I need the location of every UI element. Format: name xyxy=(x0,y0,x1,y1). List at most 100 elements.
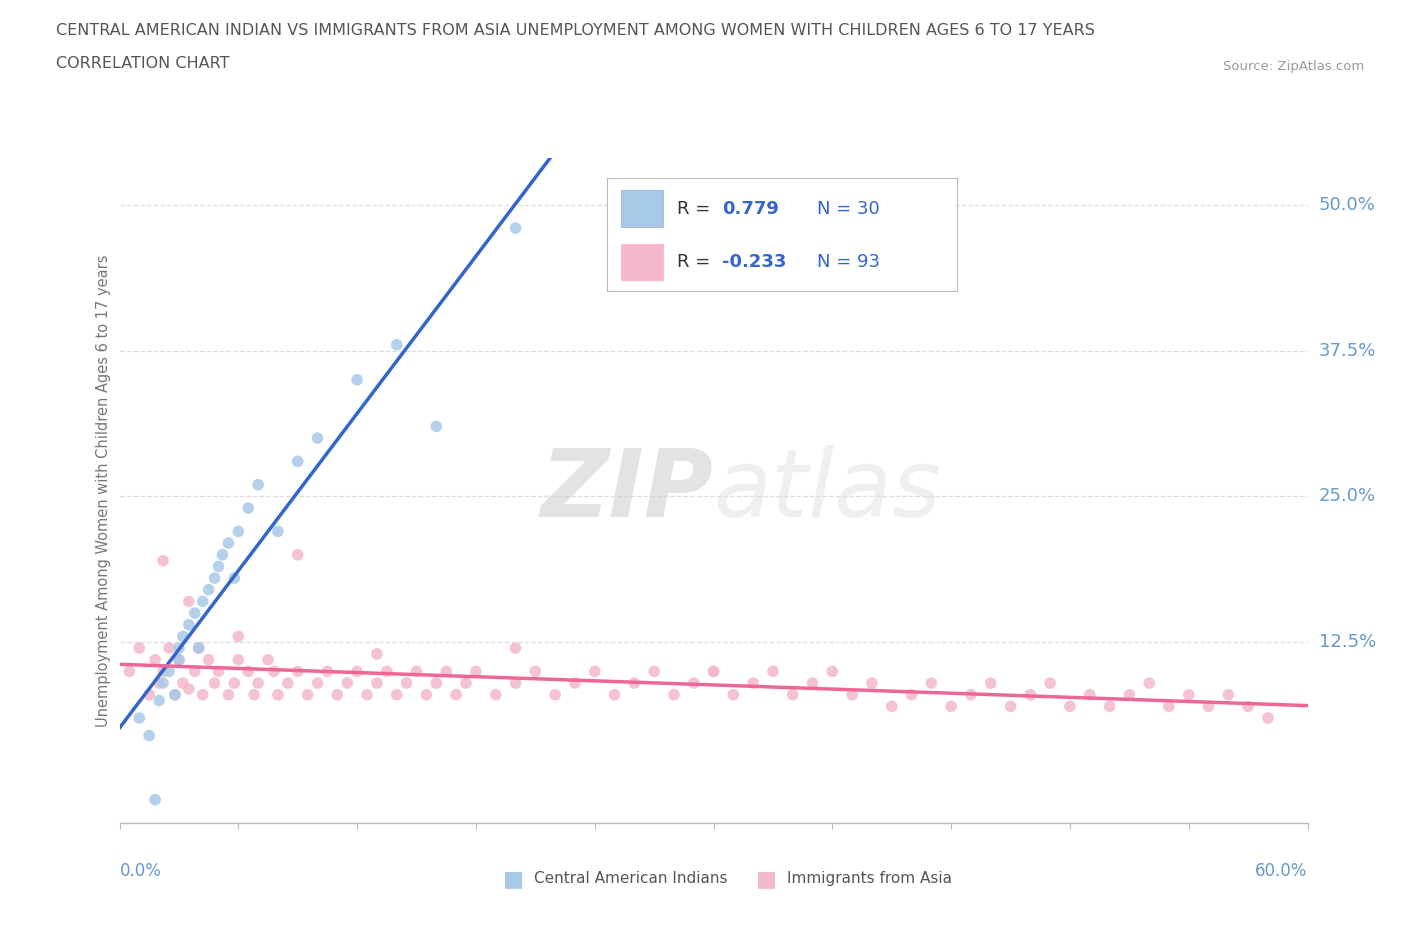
Point xyxy=(163,687,186,702)
Point xyxy=(143,792,166,807)
Point xyxy=(1118,687,1140,702)
Point xyxy=(152,675,174,690)
Point xyxy=(762,664,785,679)
Point xyxy=(385,687,408,702)
Point xyxy=(277,675,299,690)
Point xyxy=(143,652,166,667)
Point xyxy=(197,582,219,597)
Text: 25.0%: 25.0% xyxy=(1319,487,1376,505)
Point xyxy=(238,500,260,515)
Point xyxy=(1237,699,1260,714)
Point xyxy=(702,664,725,679)
Point xyxy=(415,687,437,702)
Point xyxy=(1019,687,1042,702)
Point xyxy=(204,571,226,586)
Point xyxy=(148,675,170,690)
Text: 0.0%: 0.0% xyxy=(120,862,162,880)
Text: CORRELATION CHART: CORRELATION CHART xyxy=(56,56,229,71)
Point xyxy=(228,652,250,667)
Point xyxy=(187,641,209,656)
Point xyxy=(939,699,962,714)
Point xyxy=(197,652,219,667)
Text: CENTRAL AMERICAN INDIAN VS IMMIGRANTS FROM ASIA UNEMPLOYMENT AMONG WOMEN WITH CH: CENTRAL AMERICAN INDIAN VS IMMIGRANTS FR… xyxy=(56,23,1095,38)
Point xyxy=(454,675,477,690)
Point xyxy=(207,664,229,679)
Point xyxy=(287,454,309,469)
Point xyxy=(191,594,214,609)
Point xyxy=(425,675,447,690)
Point xyxy=(247,675,270,690)
Point xyxy=(184,664,207,679)
Text: 50.0%: 50.0% xyxy=(1319,195,1375,214)
Point xyxy=(782,687,804,702)
Point xyxy=(217,536,239,551)
Point xyxy=(366,675,388,690)
Point xyxy=(177,682,200,697)
Point xyxy=(207,559,229,574)
Point xyxy=(228,524,250,538)
Point xyxy=(167,652,190,667)
Text: ■: ■ xyxy=(503,869,523,889)
Point xyxy=(326,687,349,702)
Point xyxy=(662,687,685,702)
Text: 60.0%: 60.0% xyxy=(1256,862,1308,880)
Y-axis label: Unemployment Among Women with Children Ages 6 to 17 years: Unemployment Among Women with Children A… xyxy=(96,254,111,727)
Point xyxy=(564,675,586,690)
Point xyxy=(1198,699,1220,714)
Point xyxy=(163,687,186,702)
Point xyxy=(167,652,190,667)
Point xyxy=(920,675,942,690)
Text: ■: ■ xyxy=(756,869,776,889)
Point xyxy=(307,675,329,690)
Text: Central American Indians: Central American Indians xyxy=(534,871,728,886)
Point xyxy=(187,641,209,656)
Point xyxy=(177,618,200,632)
Point xyxy=(172,629,194,644)
Point xyxy=(167,641,190,656)
Point xyxy=(257,652,280,667)
Point xyxy=(316,664,339,679)
Point xyxy=(395,675,418,690)
Point xyxy=(1178,687,1201,702)
Point xyxy=(425,419,447,434)
Point xyxy=(128,641,150,656)
Point xyxy=(860,675,883,690)
Point xyxy=(152,664,174,679)
Point xyxy=(204,675,226,690)
Point xyxy=(464,664,488,679)
Point xyxy=(224,571,246,586)
Point xyxy=(287,664,309,679)
Point xyxy=(267,524,290,538)
Point xyxy=(346,664,368,679)
Point xyxy=(148,693,170,708)
Point xyxy=(128,711,150,725)
Point xyxy=(385,338,408,352)
Point xyxy=(366,646,388,661)
Point xyxy=(505,675,527,690)
Point xyxy=(243,687,266,702)
Point xyxy=(228,629,250,644)
Text: Source: ZipAtlas.com: Source: ZipAtlas.com xyxy=(1223,60,1364,73)
Point xyxy=(505,220,527,235)
Point xyxy=(1137,675,1160,690)
Point xyxy=(524,664,547,679)
Point xyxy=(960,687,983,702)
Point xyxy=(485,687,508,702)
Point xyxy=(157,641,180,656)
Point xyxy=(505,641,527,656)
Point xyxy=(980,675,1002,690)
Point xyxy=(1257,711,1279,725)
Point xyxy=(583,664,606,679)
Text: atlas: atlas xyxy=(713,445,942,536)
Point xyxy=(623,675,645,690)
Point xyxy=(211,547,233,562)
Point xyxy=(821,664,844,679)
Point xyxy=(346,372,368,387)
Point xyxy=(405,664,427,679)
Point xyxy=(444,687,467,702)
Point xyxy=(172,675,194,690)
Point xyxy=(177,594,200,609)
Point xyxy=(643,664,665,679)
Text: 12.5%: 12.5% xyxy=(1319,633,1376,651)
Point xyxy=(287,547,309,562)
